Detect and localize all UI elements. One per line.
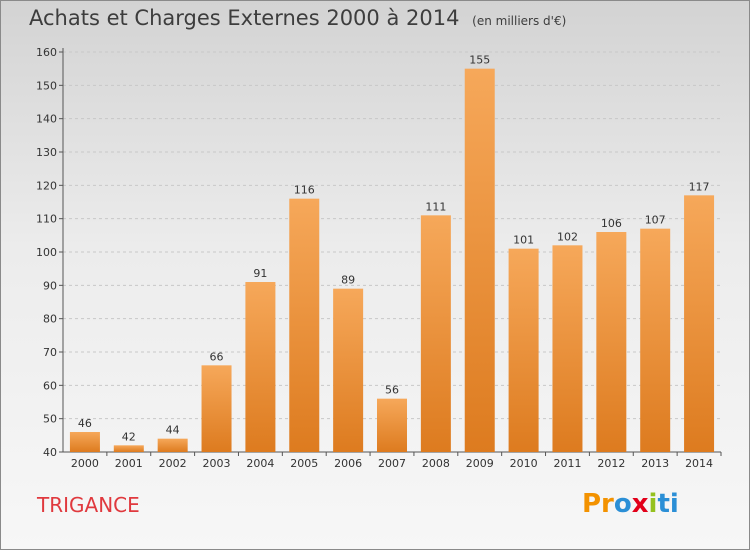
x-tick-label: 2007	[378, 457, 406, 470]
y-tick-label: 60	[43, 379, 57, 392]
value-label: 116	[294, 184, 315, 197]
y-tick-label: 90	[43, 279, 57, 292]
x-tick-label: 2002	[159, 457, 187, 470]
y-tick-label: 100	[36, 246, 57, 259]
value-label: 89	[341, 274, 355, 287]
value-label: 91	[253, 267, 267, 280]
y-tick-label: 50	[43, 413, 57, 426]
chart-title-text: Achats et Charges Externes 2000 à 2014	[29, 6, 460, 30]
logo-part-4: i	[648, 489, 658, 519]
x-tick-label: 2000	[71, 457, 99, 470]
value-label: 56	[385, 384, 399, 397]
value-label: 66	[210, 350, 224, 363]
logo-part-1: Pr	[582, 489, 614, 519]
bar	[508, 248, 539, 452]
chart-title: Achats et Charges Externes 2000 à 2014 (…	[29, 6, 566, 30]
x-tick-label: 2013	[641, 457, 669, 470]
bar	[640, 228, 671, 452]
bar	[113, 445, 144, 452]
value-label: 117	[689, 180, 710, 193]
bar	[289, 198, 320, 452]
y-tick-label: 130	[36, 146, 57, 159]
value-label: 102	[557, 230, 578, 243]
x-tick-label: 2011	[553, 457, 581, 470]
bar	[464, 68, 495, 453]
bars	[69, 68, 715, 453]
x-tick-label: 2003	[203, 457, 231, 470]
x-tick-label: 2008	[422, 457, 450, 470]
x-tick-label: 2010	[510, 457, 538, 470]
bar	[596, 232, 627, 452]
y-tick-label: 80	[43, 313, 57, 326]
logo-part-3: x	[631, 489, 649, 519]
y-tick-label: 150	[36, 79, 57, 92]
x-tick-label: 2012	[597, 457, 625, 470]
proxiti-logo: Proxiti	[582, 489, 679, 519]
value-label: 111	[425, 200, 446, 213]
bar	[684, 195, 715, 453]
logo-part-5: ti	[657, 489, 679, 519]
bar	[420, 215, 451, 452]
x-tick-label: 2006	[334, 457, 362, 470]
value-label: 44	[166, 424, 180, 437]
bar	[157, 438, 188, 452]
y-tick-label: 40	[43, 446, 57, 459]
value-label: 106	[601, 217, 622, 230]
value-label: 42	[122, 430, 136, 443]
x-tick-label: 2001	[115, 457, 143, 470]
value-label: 155	[469, 54, 490, 67]
x-tick-label: 2005	[290, 457, 318, 470]
bar	[69, 432, 100, 452]
value-label: 46	[78, 417, 92, 430]
y-tick-label: 120	[36, 179, 57, 192]
bar	[333, 288, 364, 452]
bar	[377, 398, 407, 452]
y-tick-label: 160	[36, 46, 57, 59]
bar	[552, 245, 583, 452]
value-label: 107	[645, 214, 666, 227]
bar	[201, 365, 232, 452]
x-tick-label: 2014	[685, 457, 713, 470]
bar	[245, 282, 276, 452]
x-tick-label: 2004	[246, 457, 274, 470]
value-label: 101	[513, 234, 534, 247]
y-tick-label: 140	[36, 113, 57, 126]
logo-part-2: o	[613, 489, 632, 519]
x-tick-label: 2009	[466, 457, 494, 470]
commune-name: TRIGANCE	[37, 493, 140, 517]
y-tick-label: 110	[36, 213, 57, 226]
y-tick-label: 70	[43, 346, 57, 359]
labels: 40 50 60 70 80 90 100 110 120 130 140 150 160 46 2000 4…	[36, 46, 713, 470]
chart-units: (en milliers d'€)	[472, 14, 567, 28]
